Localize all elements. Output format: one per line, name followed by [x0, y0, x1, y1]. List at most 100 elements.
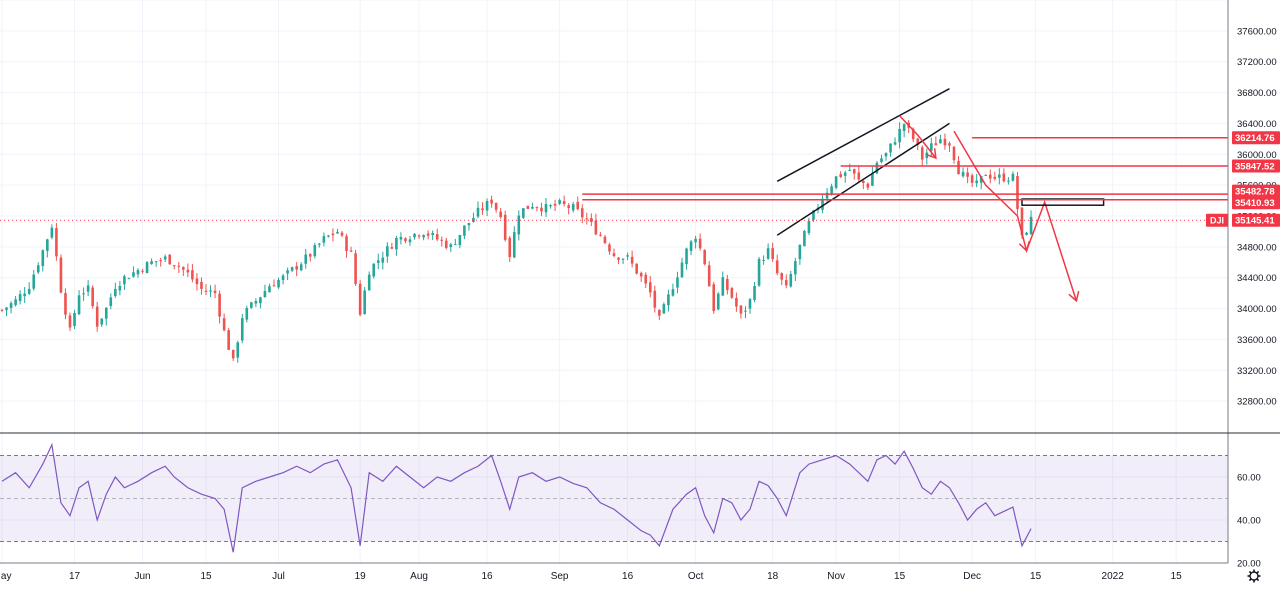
- candle-body: [413, 233, 416, 238]
- candle-body: [177, 265, 181, 267]
- candle-body: [998, 174, 1001, 178]
- candle-body: [762, 259, 765, 261]
- candle-body: [630, 256, 634, 264]
- price-levels: [0, 136, 1228, 221]
- candle-body: [14, 299, 17, 306]
- candle-body: [871, 173, 874, 186]
- time-tick-label: 15: [200, 571, 212, 582]
- candle-body: [612, 253, 616, 257]
- candle-body: [526, 205, 530, 209]
- time-tick-label: 15: [894, 571, 906, 582]
- candle-body: [231, 349, 235, 359]
- time-tick-label: Jun: [134, 571, 150, 582]
- candle-body: [163, 256, 167, 260]
- price-tick-label: 37600.00: [1237, 26, 1277, 37]
- candle-body: [222, 318, 226, 331]
- candle-body: [966, 172, 969, 177]
- candle-body: [32, 274, 36, 289]
- candle-body: [648, 282, 652, 293]
- candle-body: [349, 250, 353, 252]
- candle-body: [798, 244, 802, 260]
- candle-body: [803, 230, 806, 247]
- candle-body: [934, 143, 938, 146]
- candle-body: [18, 294, 22, 301]
- candle-body: [789, 274, 793, 287]
- time-tick-label: Aug: [410, 571, 428, 582]
- candle-body: [372, 263, 376, 277]
- candle-body: [327, 235, 330, 237]
- arrowhead-2: [1018, 240, 1031, 253]
- candle-body: [943, 138, 947, 146]
- candle-body: [930, 143, 933, 151]
- price-tick-label: 33600.00: [1237, 335, 1277, 346]
- candle-body: [635, 263, 638, 274]
- candle-body: [1025, 232, 1028, 235]
- candle-body: [703, 250, 706, 265]
- candle-body: [608, 244, 611, 252]
- candle-body: [250, 302, 253, 308]
- channel-upper-line: [776, 88, 950, 182]
- candle-body: [748, 299, 752, 309]
- candle-body: [984, 174, 988, 176]
- candle-body: [1020, 207, 1024, 236]
- candle-body: [830, 186, 833, 194]
- candle-body: [417, 235, 421, 237]
- candle-body: [794, 261, 797, 275]
- candle-body: [213, 290, 217, 294]
- candle-body: [979, 176, 983, 183]
- candle-body: [431, 232, 434, 235]
- arrow-path-1: [899, 115, 937, 159]
- candle-body: [182, 267, 185, 270]
- candle-body: [599, 234, 602, 236]
- candle-body: [463, 225, 466, 236]
- candle-body: [354, 253, 357, 284]
- candle-body: [975, 180, 978, 184]
- candle-body: [376, 260, 380, 263]
- candle-body: [295, 266, 298, 270]
- candle-body: [399, 236, 403, 240]
- candle-body: [449, 244, 453, 248]
- time-tick-label: 18: [767, 571, 779, 582]
- candle-body: [109, 297, 113, 307]
- candle-body: [988, 174, 992, 179]
- candle-body: [766, 248, 770, 259]
- candle-body: [159, 260, 162, 262]
- candle-body: [531, 206, 534, 209]
- candle-body: [644, 274, 648, 284]
- candle-body: [286, 270, 289, 274]
- candle-body: [227, 330, 230, 350]
- candle-body: [254, 300, 258, 304]
- rsi-band: [0, 455, 1228, 542]
- candle-body: [807, 221, 811, 234]
- symbol-tag: [1206, 213, 1228, 227]
- settings-gear-tooth: [1256, 570, 1260, 574]
- candle-body: [626, 255, 629, 257]
- candle-body: [667, 294, 670, 306]
- price-level-badge-text: 36214.76: [1235, 133, 1275, 144]
- candle-body: [549, 205, 552, 207]
- candle-body: [481, 208, 484, 211]
- candle-body: [363, 290, 366, 315]
- candle-body: [540, 207, 543, 212]
- candle-body: [1016, 176, 1019, 210]
- candle-body: [639, 272, 643, 277]
- candle-body: [603, 236, 607, 244]
- candle-body: [358, 283, 362, 315]
- candle-body: [775, 260, 779, 274]
- candle-body: [884, 152, 888, 157]
- candles: [0, 119, 1033, 363]
- candle-body: [272, 285, 276, 287]
- candle-body: [200, 281, 203, 289]
- candle-body: [240, 318, 244, 341]
- candle-body: [426, 233, 430, 236]
- rsi-line: [1, 442, 1032, 553]
- candle-body: [191, 270, 194, 280]
- candle-body: [993, 176, 997, 179]
- candle-body: [168, 254, 172, 265]
- candle-body: [91, 287, 94, 307]
- candle-body: [136, 270, 140, 275]
- candle-body: [961, 171, 965, 177]
- candle-body: [5, 307, 8, 311]
- candle-body: [145, 262, 149, 274]
